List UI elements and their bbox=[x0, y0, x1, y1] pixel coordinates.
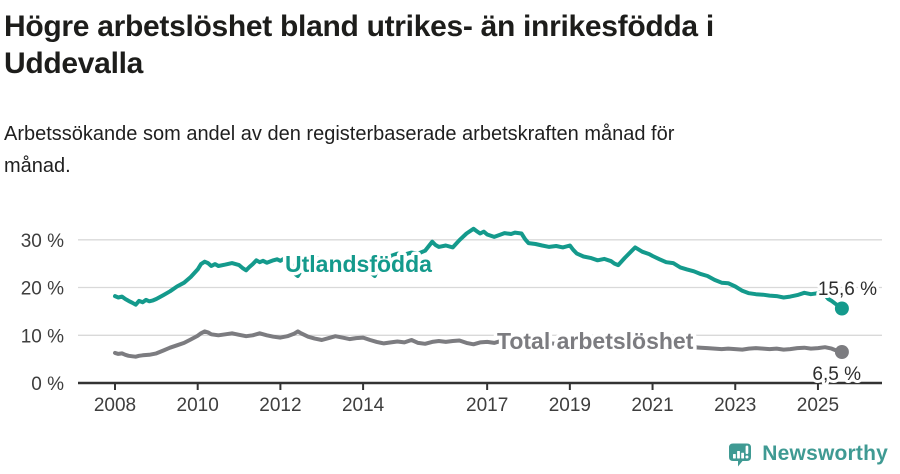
newsworthy-logo: Newsworthy bbox=[726, 440, 888, 468]
series-line-utlandsf-dda bbox=[113, 226, 844, 311]
chart-title: Högre arbetslöshet bland utrikes- än inr… bbox=[4, 10, 714, 80]
series-end-label: 15,6 % bbox=[818, 279, 877, 300]
y-tick-label: 20 % bbox=[21, 279, 64, 300]
x-tick-label: 2023 bbox=[714, 395, 756, 416]
x-tick-label: 2021 bbox=[631, 395, 673, 416]
x-tick-label: 2012 bbox=[259, 395, 301, 416]
series-end-dot bbox=[834, 301, 849, 316]
y-tick-label: 10 % bbox=[21, 326, 64, 347]
series-label: Total arbetslöshet bbox=[497, 328, 694, 354]
brand-name: Newsworthy bbox=[762, 442, 888, 465]
chart-header: Högre arbetslöshet bland utrikes- än inr… bbox=[0, 0, 900, 182]
x-tick-label: 2008 bbox=[94, 395, 136, 416]
chart-subtitle: Arbetssökande som andel av den registerb… bbox=[4, 123, 675, 177]
x-tick-label: 2014 bbox=[342, 395, 385, 416]
x-tick-label: 2025 bbox=[797, 395, 839, 416]
x-tick-label: 2019 bbox=[549, 395, 591, 416]
series-end-dot bbox=[834, 345, 849, 359]
newsworthy-logo-icon bbox=[726, 440, 754, 468]
series-line-total-arbetsl-shet bbox=[113, 329, 844, 359]
series-label: Utlandsfödda bbox=[285, 251, 432, 277]
y-tick-label: 0 % bbox=[31, 374, 64, 395]
y-tick-label: 30 % bbox=[21, 231, 64, 252]
series-end-label: 6,5 % bbox=[812, 364, 861, 385]
x-tick-label: 2010 bbox=[177, 395, 219, 416]
x-tick-label: 2017 bbox=[466, 395, 508, 416]
